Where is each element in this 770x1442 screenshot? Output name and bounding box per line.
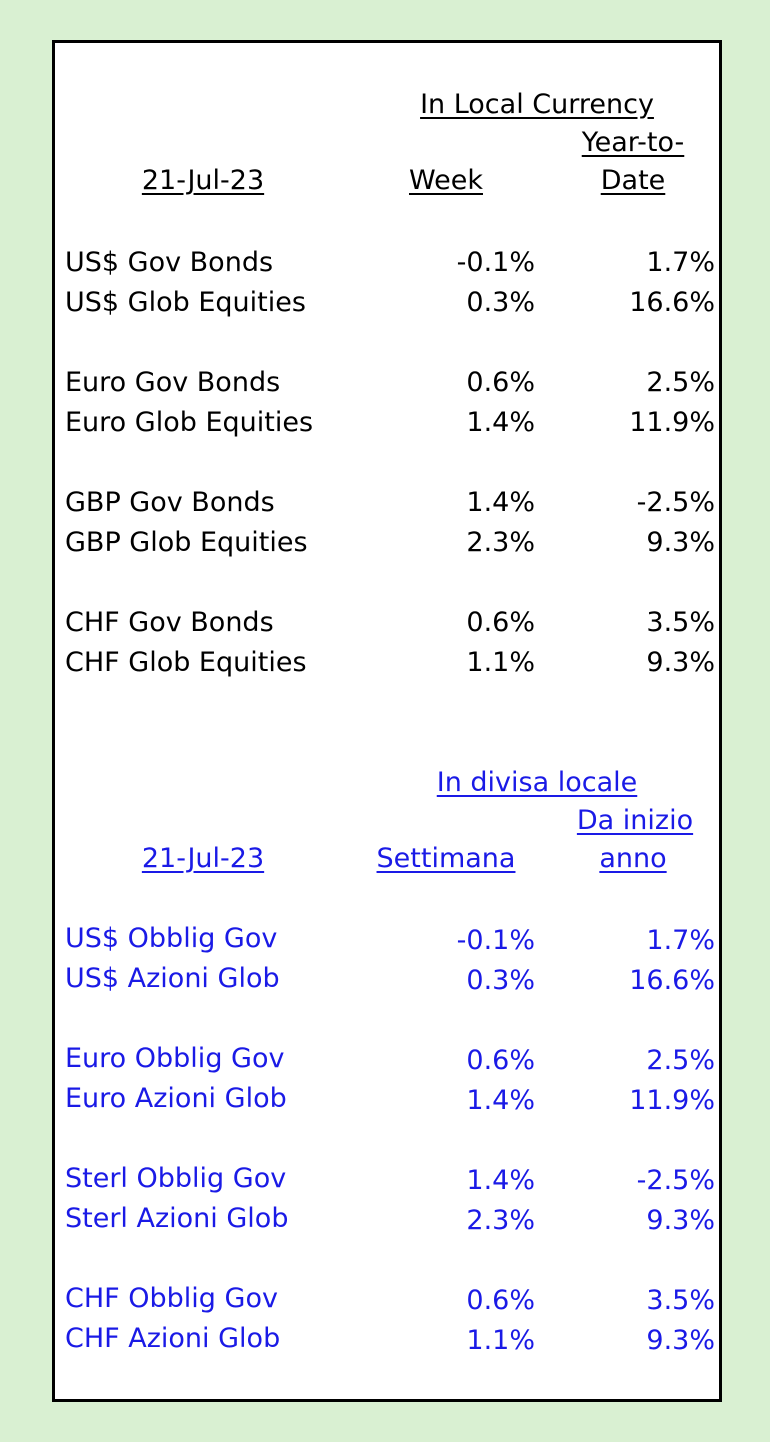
header-ytd-line1: Year-to- — [581, 127, 685, 158]
returns-table-panel: In Local Currency Year-to- 21-Jul-23 Wee… — [52, 40, 722, 1402]
row-ytd: 9.3% — [646, 1325, 715, 1356]
row-week: 0.3% — [466, 287, 535, 318]
row-label: GBP Gov Bonds — [65, 487, 275, 518]
row-label: US$ Glob Equities — [65, 287, 306, 318]
row-week: -0.1% — [456, 247, 535, 278]
row-ytd: 11.9% — [629, 1085, 715, 1116]
row-ytd: -2.5% — [636, 1165, 715, 1196]
header-ytd-line1: Da inizio — [576, 805, 694, 836]
row-ytd: -2.5% — [636, 487, 715, 518]
row-ytd: 9.3% — [646, 1205, 715, 1236]
row-ytd: 11.9% — [629, 407, 715, 438]
row-label: CHF Gov Bonds — [65, 607, 274, 638]
row-week: 1.1% — [466, 647, 535, 678]
row-label: CHF Obblig Gov — [65, 1283, 278, 1314]
row-week: -0.1% — [456, 925, 535, 956]
row-week: 1.1% — [466, 1325, 535, 1356]
header-date: 21-Jul-23 — [141, 165, 265, 196]
row-week: 2.3% — [466, 1205, 535, 1236]
row-ytd: 1.7% — [646, 925, 715, 956]
row-ytd: 1.7% — [646, 247, 715, 278]
row-label: CHF Glob Equities — [65, 647, 307, 678]
row-label: Sterl Azioni Glob — [65, 1203, 289, 1234]
row-ytd: 3.5% — [646, 607, 715, 638]
header-date: 21-Jul-23 — [141, 843, 265, 874]
row-week: 2.3% — [466, 527, 535, 558]
row-week: 0.3% — [466, 965, 535, 996]
row-label: US$ Azioni Glob — [65, 963, 280, 994]
header-ytd-line2: Date — [600, 165, 666, 196]
header-divisa-locale: In divisa locale — [436, 767, 638, 798]
row-ytd: 3.5% — [646, 1285, 715, 1316]
row-week: 0.6% — [466, 607, 535, 638]
row-label: Euro Gov Bonds — [65, 367, 281, 398]
row-ytd: 2.5% — [646, 367, 715, 398]
row-week: 1.4% — [466, 1085, 535, 1116]
row-ytd: 9.3% — [646, 527, 715, 558]
row-week: 1.4% — [466, 487, 535, 518]
row-week: 1.4% — [466, 1165, 535, 1196]
row-week: 0.6% — [466, 367, 535, 398]
row-ytd: 16.6% — [629, 287, 715, 318]
row-label: GBP Glob Equities — [65, 527, 308, 558]
row-week: 1.4% — [466, 407, 535, 438]
header-ytd-line2: anno — [599, 843, 667, 874]
row-week: 0.6% — [466, 1045, 535, 1076]
row-label: CHF Azioni Glob — [65, 1323, 281, 1354]
row-label: US$ Gov Bonds — [65, 247, 274, 278]
row-label: US$ Obblig Gov — [65, 923, 278, 954]
row-label: Euro Azioni Glob — [65, 1083, 287, 1114]
row-ytd: 16.6% — [629, 965, 715, 996]
header-local-currency: In Local Currency — [420, 89, 654, 120]
row-week: 0.6% — [466, 1285, 535, 1316]
row-ytd: 9.3% — [646, 647, 715, 678]
row-ytd: 2.5% — [646, 1045, 715, 1076]
row-label: Euro Obblig Gov — [65, 1043, 285, 1074]
row-label: Sterl Obblig Gov — [65, 1163, 287, 1194]
header-week: Settimana — [376, 843, 516, 874]
header-week: Week — [409, 165, 483, 196]
row-label: Euro Glob Equities — [65, 407, 314, 438]
